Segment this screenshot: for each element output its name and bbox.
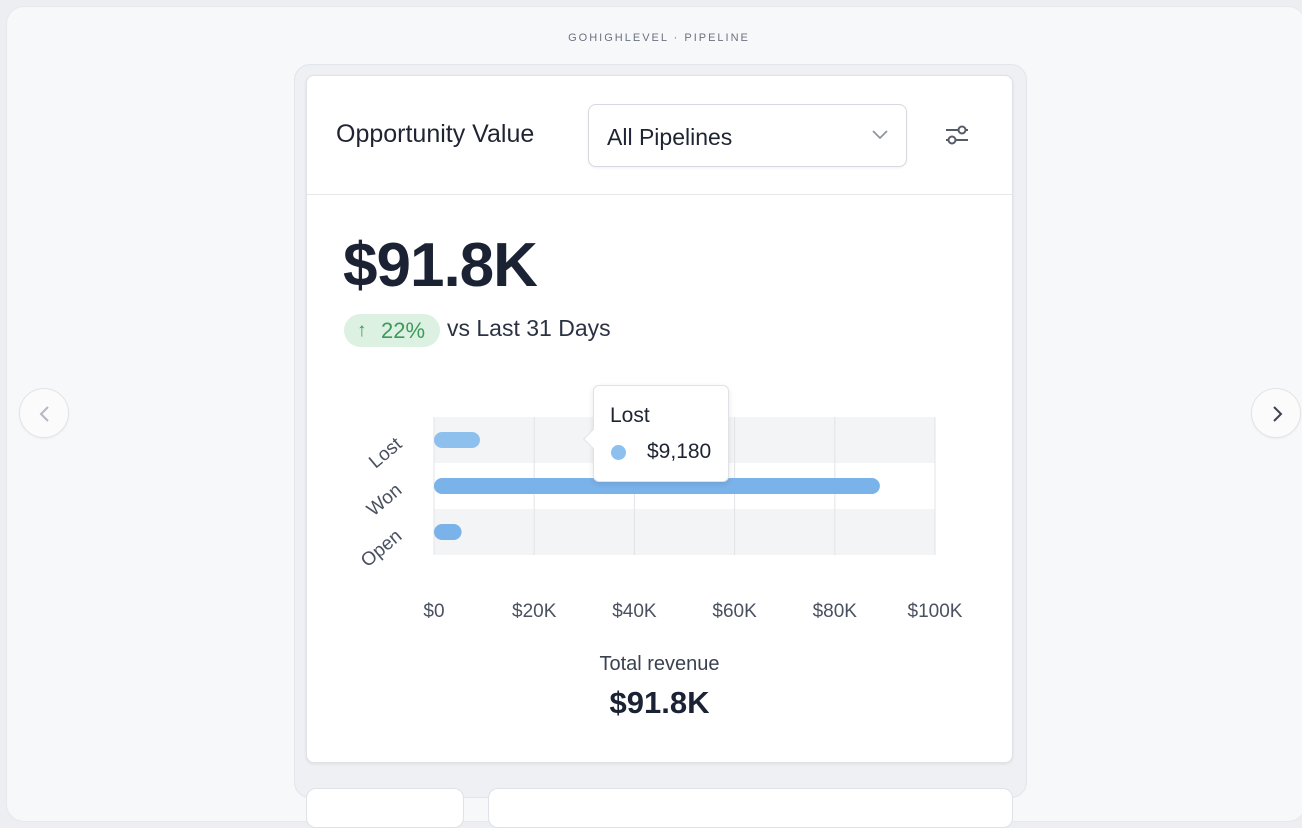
chart-x-tick-label: $20K: [512, 601, 557, 622]
pipeline-select-value: All Pipelines: [607, 124, 733, 150]
chart-row-band: [434, 509, 935, 555]
card-title: Opportunity Value: [336, 120, 535, 148]
chart-x-tick-label: $0: [423, 601, 444, 622]
chart-category-label: Open: [357, 526, 406, 572]
opportunity-value-card: Opportunity Value All Pipelines $91.8K ↑…: [306, 75, 1013, 763]
chevron-right-icon: [1273, 406, 1283, 422]
chart-x-tick-label: $60K: [712, 601, 757, 622]
arrow-up-icon: ↑: [357, 320, 367, 341]
delta-percent: 22%: [381, 318, 426, 343]
chart-x-tick-label: $40K: [612, 601, 657, 622]
sliders-icon[interactable]: [940, 120, 974, 150]
chart-x-tick-label: $100K: [908, 601, 963, 622]
delta-badge: ↑ 22%: [344, 314, 440, 347]
chevron-down-icon: [872, 130, 888, 140]
chart-category-label: Lost: [365, 433, 407, 473]
tooltip-category: Lost: [610, 404, 650, 427]
tooltip-value: $9,180: [647, 440, 712, 463]
next-card-peek: [306, 788, 464, 828]
total-revenue-label: Total revenue: [599, 653, 720, 675]
next-card-peek-wide: [488, 788, 1013, 828]
headline-value: $91.8K: [343, 231, 538, 300]
tooltip-series-dot: [611, 445, 626, 460]
chart-x-tick-label: $80K: [813, 601, 858, 622]
total-revenue-value: $91.8K: [609, 685, 710, 720]
chart-category-label: Won: [363, 480, 406, 521]
pipeline-select[interactable]: All Pipelines: [588, 104, 907, 167]
carousel-next-button[interactable]: [1251, 388, 1301, 438]
carousel-prev-button[interactable]: [19, 388, 69, 438]
brand-label: GOHIGHLEVEL · PIPELINE: [568, 32, 750, 44]
card-header: Opportunity Value All Pipelines: [307, 76, 1012, 195]
chart-tooltip: Lost $9,180: [583, 385, 729, 482]
revenue-bar-chart: Lost Won Open $0 $20K $40K $60K $80K $100K: [357, 417, 963, 622]
comparison-label: vs Last 31 Days: [447, 315, 611, 341]
chevron-left-icon: [39, 406, 49, 422]
